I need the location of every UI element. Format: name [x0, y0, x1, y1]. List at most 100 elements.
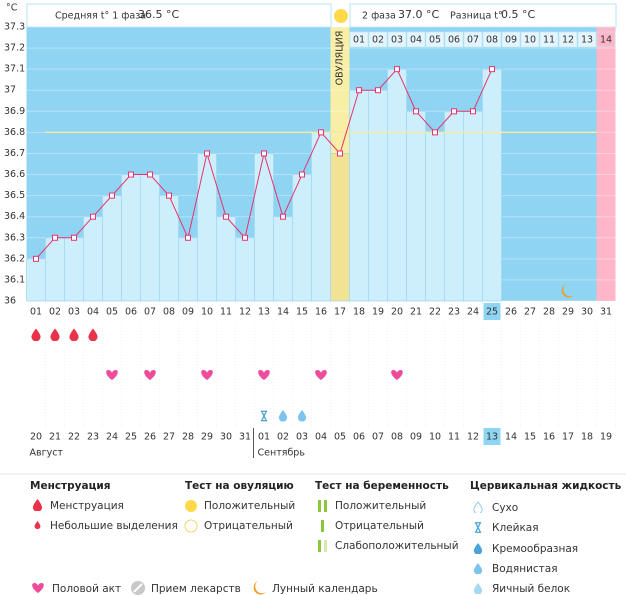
day-label: 17	[334, 307, 346, 318]
day-label: 27	[524, 307, 536, 318]
legend-icon	[473, 543, 483, 554]
bar	[102, 195, 122, 302]
luteal-day: 03	[391, 35, 403, 46]
point	[166, 192, 172, 199]
point	[318, 129, 324, 136]
point	[128, 171, 134, 178]
legend-icon	[184, 519, 198, 533]
point	[280, 213, 286, 220]
date-label: 22	[68, 432, 80, 443]
header-label: Разница t°	[450, 11, 503, 22]
sun-icon	[334, 9, 348, 23]
point	[432, 129, 438, 136]
point	[261, 150, 267, 157]
legend-item: Водянистая	[492, 563, 558, 575]
day-label: 07	[144, 307, 156, 318]
header-value: 36.5 °C	[138, 8, 179, 21]
luteal-day: 10	[524, 35, 536, 46]
legend-item: Небольшие выделения	[50, 520, 178, 532]
intercourse-icon	[258, 370, 270, 380]
intercourse-icon	[106, 370, 118, 380]
point	[489, 66, 495, 73]
legend-title: Тест на беременность	[315, 480, 449, 492]
date-label: 21	[49, 432, 61, 443]
day-label: 08	[163, 307, 175, 318]
date-label: 16	[543, 432, 555, 443]
legend-icon	[34, 521, 41, 529]
luteal-cell	[558, 31, 578, 48]
date-label: 19	[600, 432, 612, 443]
y-tick-label: 36.9	[4, 106, 25, 117]
bar	[45, 237, 65, 302]
date-label: 29	[201, 432, 213, 443]
date-label: 02	[277, 432, 289, 443]
point	[394, 66, 400, 73]
header-value: 0.5 °C	[501, 8, 535, 21]
bar	[292, 174, 312, 302]
luteal-day: 11	[543, 35, 555, 46]
legend-icon	[324, 500, 327, 512]
menstruation-icon	[88, 328, 98, 341]
date-label: 31	[239, 432, 251, 443]
legend-item: Клейкая	[492, 522, 539, 534]
legend-icon	[321, 520, 324, 532]
point	[204, 150, 210, 157]
column-bg	[520, 27, 540, 301]
day-label: 11	[220, 307, 232, 318]
legend-title: Менструация	[30, 480, 110, 492]
point	[109, 192, 115, 199]
luteal-day: 12	[562, 35, 574, 46]
date-label: 03	[296, 432, 308, 443]
legend-item: Слабоположительный	[335, 540, 459, 552]
date-label: 24	[106, 432, 118, 443]
point	[90, 213, 96, 220]
day-label: 03	[68, 307, 80, 318]
column-bg	[577, 27, 597, 301]
date-label: 10	[429, 432, 441, 443]
luteal-day: 08	[486, 35, 498, 46]
legend-icon	[133, 583, 143, 593]
luteal-day: 13	[581, 35, 593, 46]
y-tick-label: 37.1	[4, 64, 25, 75]
legend-item: Отрицательный	[335, 520, 424, 532]
date-label: 11	[448, 432, 460, 443]
day-label: 31	[600, 307, 612, 318]
legend-item: Менструация	[50, 500, 124, 512]
luteal-day: 05	[429, 35, 441, 46]
day-label: 20	[391, 307, 403, 318]
day-label: 29	[562, 307, 574, 318]
legend-item: Кремообразная	[492, 543, 578, 555]
bar	[64, 237, 84, 302]
luteal-cell	[444, 31, 464, 48]
legend-title: Тест на овуляцию	[185, 480, 294, 492]
bar	[482, 68, 502, 302]
month-label: Август	[30, 448, 64, 459]
date-label: 08	[391, 432, 403, 443]
legend-icon	[473, 583, 483, 594]
column-bg	[558, 27, 578, 301]
date-label: 28	[182, 432, 194, 443]
bar	[273, 216, 293, 302]
point	[451, 108, 457, 115]
legend-item: Прием лекарств	[151, 583, 241, 595]
legend-icon	[32, 499, 43, 511]
legend-icon	[32, 583, 44, 593]
today-box	[483, 428, 501, 445]
bar	[425, 131, 445, 302]
luteal-day: 01	[353, 35, 365, 46]
day-label: 01	[30, 307, 42, 318]
bar	[235, 237, 255, 302]
point	[185, 234, 191, 241]
column-bg	[501, 27, 521, 301]
day-label: 23	[448, 307, 460, 318]
legend-icon	[473, 501, 483, 513]
bar	[121, 174, 141, 302]
y-tick-label: 36.4	[4, 211, 25, 222]
bar	[387, 68, 407, 302]
date-label: 17	[562, 432, 574, 443]
column-bg	[539, 27, 559, 301]
bar	[311, 131, 331, 302]
month-label: Сентябрь	[258, 448, 306, 459]
luteal-day: 06	[448, 35, 460, 46]
today-box	[483, 303, 501, 320]
